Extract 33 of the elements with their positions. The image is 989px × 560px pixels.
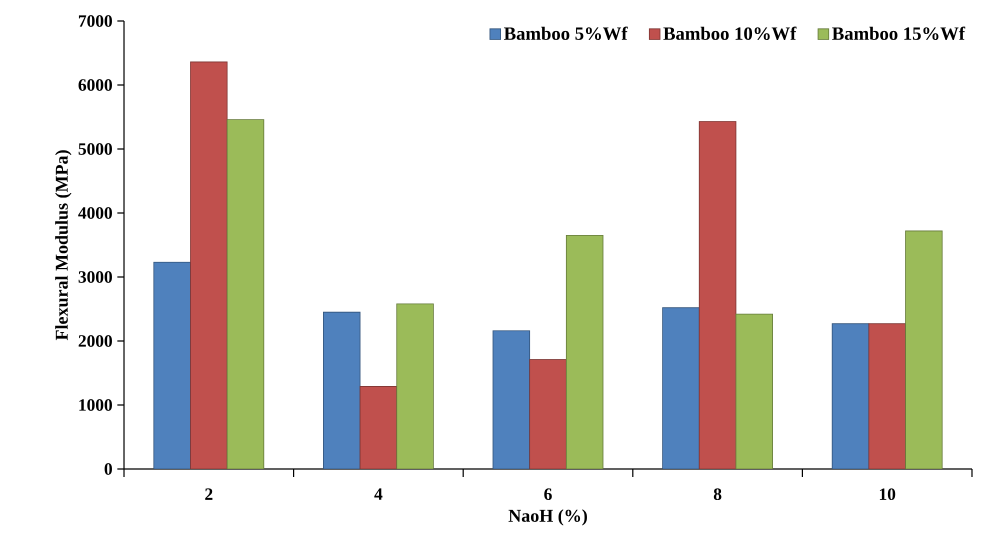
y-tick-label: 1000 [79, 399, 112, 411]
x-tick-label: 8 [714, 488, 722, 500]
bar [698, 121, 736, 469]
bar [832, 323, 870, 469]
x-tick-label: 10 [880, 488, 896, 500]
bar [905, 230, 943, 469]
y-tick-label: 2000 [78, 335, 112, 347]
bar [226, 119, 264, 469]
bar [529, 359, 567, 469]
y-tick-label: 7000 [78, 15, 112, 27]
x-axis-title: NaoH (%) [508, 509, 587, 526]
bar [153, 262, 191, 469]
bar [736, 314, 773, 469]
y-axis-title: Flexural Modulus (MPa) [55, 150, 72, 340]
bar [190, 62, 228, 469]
y-tick-label: 5000 [78, 143, 112, 155]
y-tick-label: 3000 [78, 271, 112, 283]
y-tick-label: 6000 [78, 79, 112, 91]
bar [566, 234, 604, 469]
legend-label: Bamboo 10%Wf [663, 26, 796, 40]
bar [662, 307, 700, 469]
y-tick-label: 4000 [78, 207, 112, 219]
bar [868, 323, 906, 469]
legend-label: Bamboo 15%Wf [832, 26, 966, 40]
bar [323, 312, 360, 469]
x-tick-label: 6 [544, 488, 552, 500]
bar [492, 330, 530, 469]
legend-label: Bamboo 5%Wf [504, 26, 628, 40]
y-tick-label: 0 [104, 463, 112, 475]
x-tick-label: 4 [374, 488, 382, 500]
bar [360, 386, 398, 469]
x-tick-label: 2 [205, 488, 212, 500]
bar [396, 303, 434, 469]
